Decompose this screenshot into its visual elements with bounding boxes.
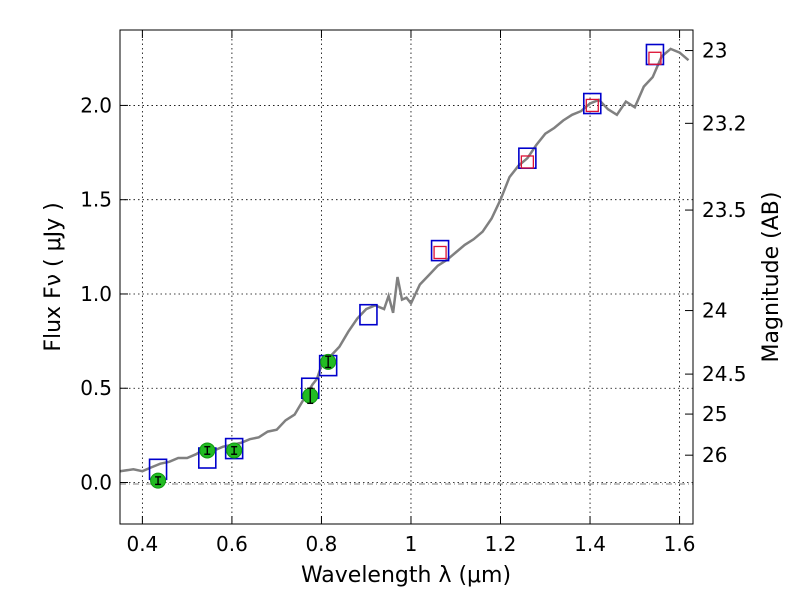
magnitude-tick-label: 24.5 <box>702 362 747 386</box>
plot-frame <box>119 29 694 525</box>
nir-flux-marker <box>648 51 662 65</box>
y-tick-label: 2.0 <box>80 93 112 117</box>
x-axis-ticks: 0.4 0.6 0.8 1 1.2 1.4 1.6 <box>126 30 695 556</box>
x-tick-label: 0.8 <box>306 532 338 556</box>
magnitude-axis-ticks: 23 23.2 23.5 24 24.5 25 26 <box>685 39 747 467</box>
nir-flux-marker <box>520 155 535 169</box>
x-tick-label: 1.6 <box>664 532 696 556</box>
nir-points <box>433 51 662 260</box>
x-tick-label: 0.6 <box>216 532 248 556</box>
y-tick-label: 0.0 <box>80 471 112 495</box>
synthetic-flux-marker <box>359 303 378 326</box>
x-axis-label: Wavelength λ (μm) <box>301 563 511 588</box>
model-spectrum-line <box>119 47 690 473</box>
grid <box>120 30 693 524</box>
x-tick-label: 0.4 <box>126 532 158 556</box>
magnitude-tick-label: 24 <box>702 299 727 323</box>
magnitude-tick-label: 23.2 <box>702 111 747 135</box>
y-axis-label: Flux Fν ( μJy ) <box>41 202 66 351</box>
nir-flux-marker <box>585 98 599 113</box>
y-tick-label: 1.5 <box>80 188 112 212</box>
observed-photometry <box>150 353 337 489</box>
y-axis-ticks: 0.0 0.5 1.0 1.5 2.0 <box>80 93 128 495</box>
synthetic-flux-marker <box>224 437 244 460</box>
x-tick-label: 1 <box>405 532 418 556</box>
plot-background <box>120 30 693 524</box>
synthetic-flux-marker <box>582 92 602 115</box>
x-tick-label: 1.4 <box>574 532 606 556</box>
y-tick-label: 1.0 <box>80 282 112 306</box>
magnitude-axis-label: Magnitude (AB) <box>759 192 784 363</box>
magnitude-tick-label: 26 <box>702 443 727 467</box>
y-tick-label: 0.5 <box>80 376 112 400</box>
magnitude-tick-label: 23.5 <box>702 198 747 222</box>
nir-flux-marker <box>433 245 447 260</box>
synthetic-flux-marker <box>430 239 450 262</box>
magnitude-tick-label: 25 <box>702 402 727 426</box>
x-tick-label: 1.2 <box>485 532 517 556</box>
magnitude-tick-label: 23 <box>702 39 727 63</box>
